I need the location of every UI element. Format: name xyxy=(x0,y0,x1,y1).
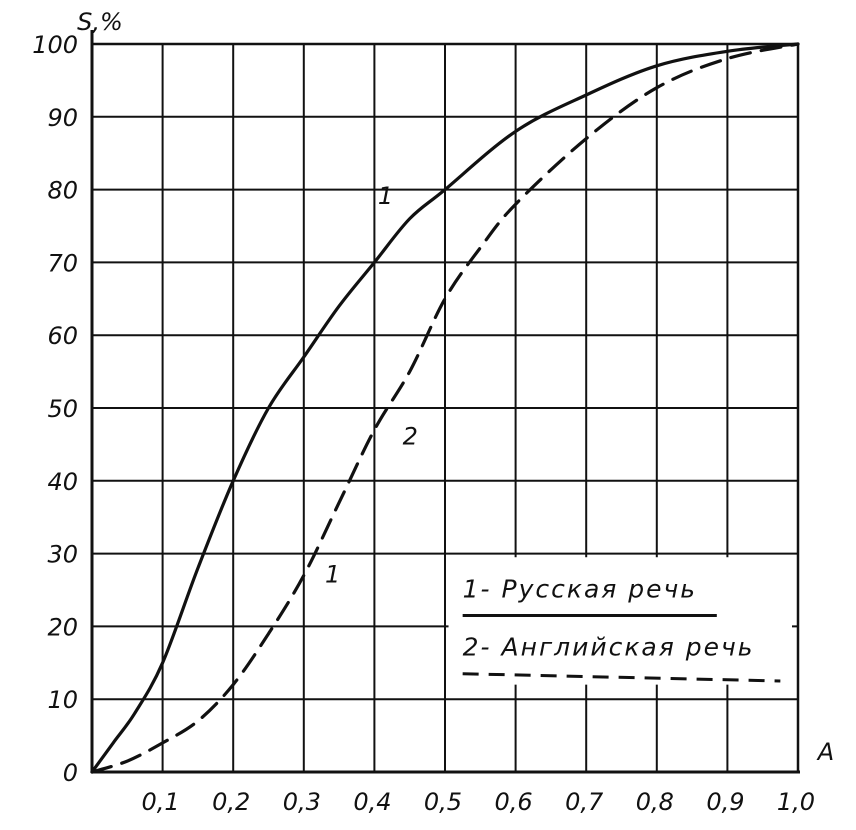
annotation-mark: 1 xyxy=(325,561,340,589)
y-tick-label: 20 xyxy=(47,613,78,641)
y-tick-label: 0 xyxy=(63,759,78,787)
chart-axes xyxy=(90,30,800,774)
x-tick-label: 0,7 xyxy=(565,788,604,816)
y-tick-label: 40 xyxy=(47,468,78,496)
x-tick-label: 1,0 xyxy=(777,788,815,816)
y-tick-label: 80 xyxy=(47,177,78,205)
y-tick-label: 10 xyxy=(47,686,78,714)
x-tick-label: 0,3 xyxy=(283,788,321,816)
x-tick-label: 0,1 xyxy=(142,788,180,816)
series-russian-line xyxy=(90,42,800,774)
x-tick-label: 0,9 xyxy=(706,788,744,816)
y-tick-label: 70 xyxy=(47,249,78,277)
y-tick-label: 100 xyxy=(32,31,78,59)
y-tick-label: 30 xyxy=(47,541,78,569)
curve-label-1: 1 xyxy=(378,182,393,210)
x-tick-label: 0,5 xyxy=(424,788,462,816)
legend: 1- Русская речь 2- Английская речь xyxy=(448,557,792,685)
legend-swatch-dashed xyxy=(462,672,781,683)
x-tick-label: 0,2 xyxy=(212,788,250,816)
x-tick-labels: 0,1 0,2 0,3 0,4 0,5 0,6 0,7 0,8 0,9 1,0 xyxy=(142,788,816,816)
y-tick-label: 60 xyxy=(47,322,78,350)
x-tick-label: 0,4 xyxy=(353,788,391,816)
curve-label-2: 2 xyxy=(403,422,418,450)
y-tick-labels: 0 10 20 30 40 50 60 70 80 90 100 xyxy=(32,31,78,787)
legend-entry-russian: 1- Русская речь xyxy=(463,574,697,603)
y-axis-label: S,% xyxy=(77,8,123,36)
x-tick-label: 0,6 xyxy=(495,788,533,816)
curve-labels: 12 xyxy=(378,182,418,450)
x-tick-label: 0,8 xyxy=(636,788,674,816)
x-axis-label: A xyxy=(816,738,834,766)
y-tick-label: 90 xyxy=(47,104,78,132)
series-english-line xyxy=(90,42,800,774)
chart-series xyxy=(90,42,800,774)
legend-entry-english: 2- Английская речь xyxy=(463,633,755,662)
y-tick-label: 50 xyxy=(47,395,78,423)
legend-box xyxy=(448,557,792,685)
